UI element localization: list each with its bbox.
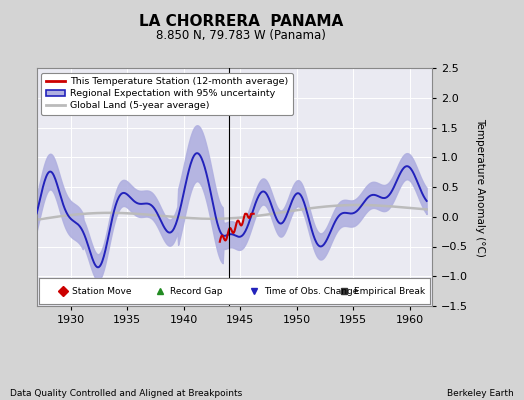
Text: Empirical Break: Empirical Break <box>354 287 424 296</box>
Text: Time of Obs. Change: Time of Obs. Change <box>264 287 358 296</box>
Y-axis label: Temperature Anomaly (°C): Temperature Anomaly (°C) <box>475 118 485 256</box>
Text: Record Gap: Record Gap <box>170 287 223 296</box>
Text: LA CHORRERA  PANAMA: LA CHORRERA PANAMA <box>139 14 343 29</box>
Text: Station Move: Station Move <box>72 287 132 296</box>
Legend: This Temperature Station (12-month average), Regional Expectation with 95% uncer: This Temperature Station (12-month avera… <box>41 73 293 115</box>
Text: 8.850 N, 79.783 W (Panama): 8.850 N, 79.783 W (Panama) <box>156 29 326 42</box>
Text: Berkeley Earth: Berkeley Earth <box>447 389 514 398</box>
Text: Data Quality Controlled and Aligned at Breakpoints: Data Quality Controlled and Aligned at B… <box>10 389 243 398</box>
